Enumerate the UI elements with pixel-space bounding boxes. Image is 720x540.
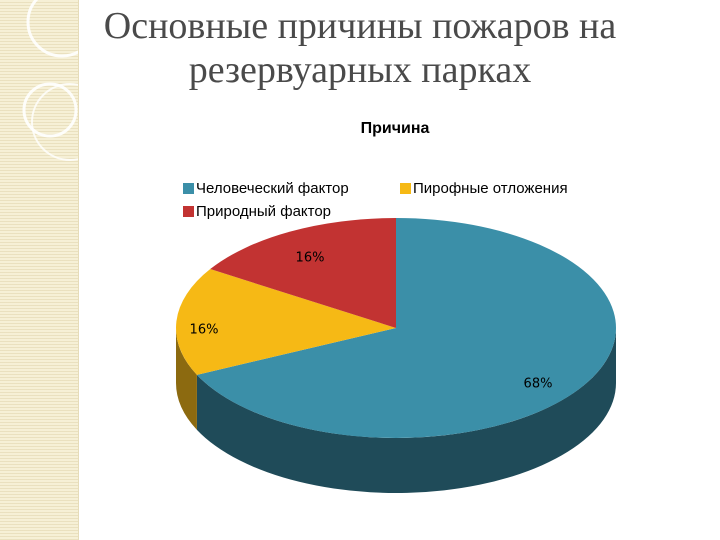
slide-title-line-1: Основные причины пожаров на (103, 5, 617, 47)
pie-chart: 68% 16% 16% (176, 218, 616, 493)
legend-swatch (183, 206, 194, 217)
legend-item-natural-factor: Природный фактор (183, 203, 331, 220)
legend-swatch (183, 183, 194, 194)
legend-swatch (400, 183, 411, 194)
pie-data-label-2: 16% (296, 251, 325, 266)
chart-title: Причина (360, 120, 430, 137)
pie-side-1 (176, 328, 197, 430)
pie-slice-1 (176, 269, 396, 375)
legend-label: Человеческий фактор (196, 180, 349, 197)
pie-data-label-0: 68% (524, 377, 553, 392)
pie-side-0 (196, 328, 616, 493)
slide-title: Основные причины пожаров на резервуарных… (90, 4, 630, 92)
swirl-ornament-icon (22, 0, 78, 161)
pie-data-label-1: 16% (190, 323, 219, 338)
legend-item-human-factor: Человеческий фактор (183, 180, 349, 197)
legend-label: Пирофные отложения (413, 180, 568, 197)
pie-slice-2 (210, 218, 396, 328)
decorative-side-strip (0, 0, 79, 540)
legend-item-pyrophoric-deposits: Пирофные отложения (400, 180, 568, 197)
legend-label: Природный фактор (196, 203, 332, 220)
pie-slice-0 (196, 218, 616, 439)
slide-title-line-2: резервуарных парках (188, 49, 532, 91)
